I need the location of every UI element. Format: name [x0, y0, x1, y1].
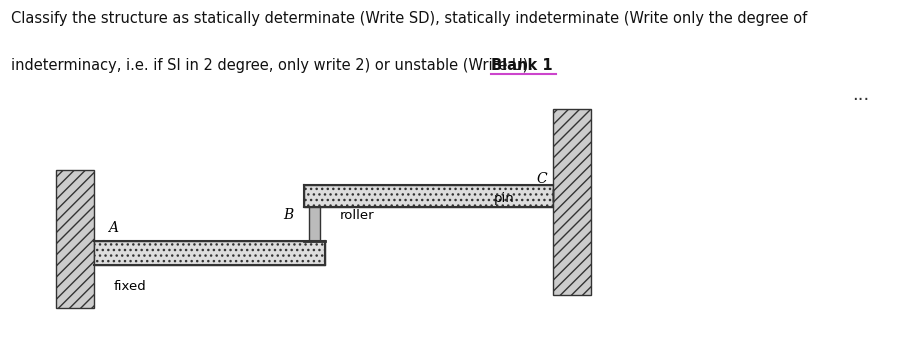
- Bar: [94, 241, 326, 265]
- Bar: [56, 170, 94, 308]
- Text: indeterminacy, i.e. if SI in 2 degree, only write 2) or unstable (Write U).: indeterminacy, i.e. if SI in 2 degree, o…: [11, 58, 537, 73]
- Text: B: B: [283, 208, 294, 222]
- Text: C: C: [536, 172, 547, 185]
- Bar: [553, 109, 591, 295]
- Text: A: A: [109, 221, 118, 235]
- Bar: [309, 207, 320, 241]
- Text: fixed: fixed: [113, 280, 146, 293]
- Text: Classify the structure as statically determinate (Write SD), statically indeterm: Classify the structure as statically det…: [11, 11, 807, 26]
- Text: roller: roller: [339, 209, 374, 222]
- Bar: [304, 185, 553, 207]
- Text: ...: ...: [852, 86, 870, 104]
- Text: pin: pin: [493, 192, 514, 204]
- Text: Blank 1: Blank 1: [491, 58, 553, 73]
